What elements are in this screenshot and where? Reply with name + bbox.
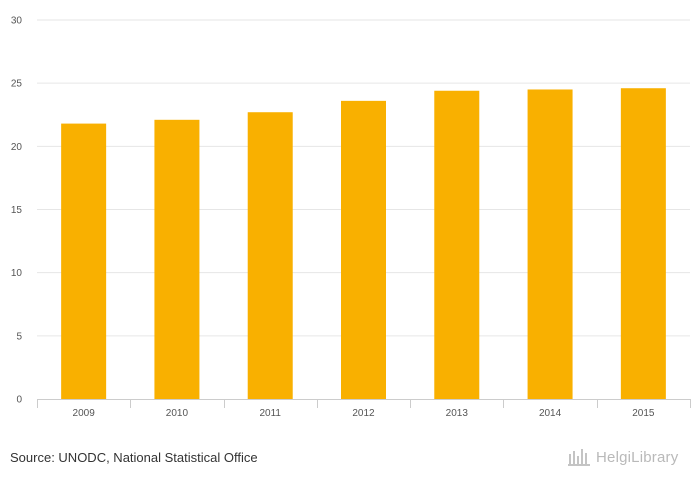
y-tick-label: 30 [11,16,23,27]
bar-2011[interactable] [247,112,293,400]
x-tick-label: 2012 [352,408,375,419]
bar-2012[interactable] [341,100,386,399]
source-note: Source: UNODC, National Statistical Offi… [10,450,258,465]
helgi-library-logo-icon [568,449,590,466]
bar-2013[interactable] [434,90,480,399]
bars [61,88,666,400]
y-tick-label: 25 [11,79,23,90]
x-tick-label: 2010 [166,408,189,419]
bar-2010[interactable] [154,119,200,399]
y-axis-ticks: 0 5 10 15 20 25 30 [11,16,23,406]
y-tick-label: 15 [11,205,23,216]
x-tick-label: 2009 [73,408,96,419]
bar-2015[interactable] [620,88,666,399]
logo-text: HelgiLibrary [596,448,679,466]
bar-chart: 0 5 10 15 20 25 30 2009 2010 2011 2012 2013 2014 201… [11,16,691,419]
x-tick-label: 2013 [446,408,469,419]
y-tick-label: 0 [16,395,22,406]
x-tick-label: 2011 [259,408,281,419]
x-axis: 2009 2010 2011 2012 2013 2014 2015 [37,399,691,419]
x-tick-label: 2015 [632,408,655,419]
bar-2009[interactable] [61,123,107,400]
bar-2014[interactable] [527,89,573,399]
y-tick-label: 5 [16,331,22,342]
y-tick-label: 10 [11,268,23,279]
y-tick-label: 20 [11,142,23,153]
helgi-library-logo[interactable]: HelgiLibrary [568,448,678,466]
x-tick-label: 2014 [539,408,562,419]
